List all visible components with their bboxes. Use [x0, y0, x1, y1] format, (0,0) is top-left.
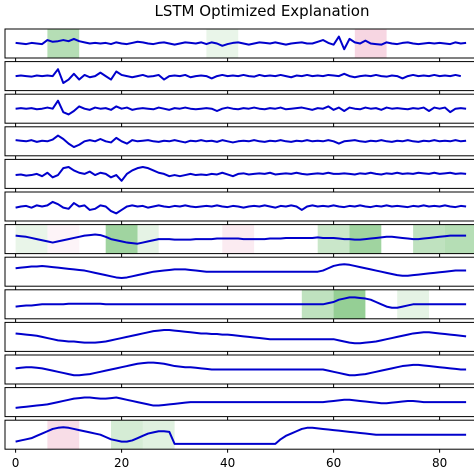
panel-7: [4, 224, 474, 258]
series-line-9: [15, 296, 467, 309]
panel-12-frame: [4, 387, 474, 418]
panel-1-frame: [4, 28, 474, 59]
panel-5-frame: [4, 158, 474, 189]
panel-3-frame: [4, 93, 474, 124]
x-tick-label-5: 80: [432, 456, 447, 470]
panel-12: [4, 387, 474, 421]
panel-4: [4, 126, 474, 160]
panel-7-frame: [4, 224, 474, 255]
chart-title: LSTM Optimized Explanation: [155, 2, 370, 20]
panel-5: [4, 158, 474, 192]
series-line-3: [15, 99, 467, 116]
series-line-1: [15, 35, 467, 51]
series-line-5: [15, 166, 467, 182]
panels-group: [4, 28, 474, 453]
x-tick-label-3: 40: [220, 456, 235, 470]
x-tick-label-2: 20: [114, 456, 129, 470]
panel-2: [4, 61, 474, 95]
panel-13-frame: [4, 419, 474, 450]
panel-13-highlight-2: [111, 420, 143, 450]
x-axis: 0 20 40 60 80: [12, 456, 447, 470]
panel-13-highlight-1: [47, 420, 80, 450]
series-line-11: [15, 361, 467, 377]
panel-6: [4, 191, 474, 225]
series-line-4: [15, 134, 467, 149]
panel-1: [4, 28, 474, 62]
panel-13-highlight-3: [142, 420, 175, 450]
panel-9: [4, 289, 474, 323]
x-tick-label-1: 0: [12, 456, 20, 470]
series-line-2: [15, 68, 462, 84]
panel-10: [4, 321, 474, 355]
panel-6-frame: [4, 191, 474, 222]
panel-3: [4, 93, 474, 127]
panel-8: [4, 256, 474, 290]
series-line-12: [15, 396, 467, 409]
panel-10-frame: [4, 321, 474, 352]
series-line-13: [15, 426, 467, 445]
series-line-10: [15, 329, 467, 345]
panel-1-highlight-1: [47, 29, 80, 58]
panel-7-highlight-1: [15, 224, 48, 254]
panel-7-highlight-2: [47, 224, 80, 254]
series-line-6: [15, 200, 467, 215]
panel-7-highlight-4: [137, 224, 159, 254]
panel-9-highlight-2: [333, 289, 366, 319]
panel-8-frame: [4, 256, 474, 287]
panel-9-frame: [4, 289, 474, 320]
x-tick-label-4: 60: [326, 456, 341, 470]
panel-11: [4, 354, 474, 388]
series-line-8: [15, 263, 467, 280]
panel-2-frame: [4, 61, 474, 92]
panel-7-highlight-9: [444, 224, 474, 254]
series-line-7: [15, 233, 467, 245]
panel-13: [4, 419, 474, 453]
panel-4-frame: [4, 126, 474, 157]
panel-11-frame: [4, 354, 474, 385]
